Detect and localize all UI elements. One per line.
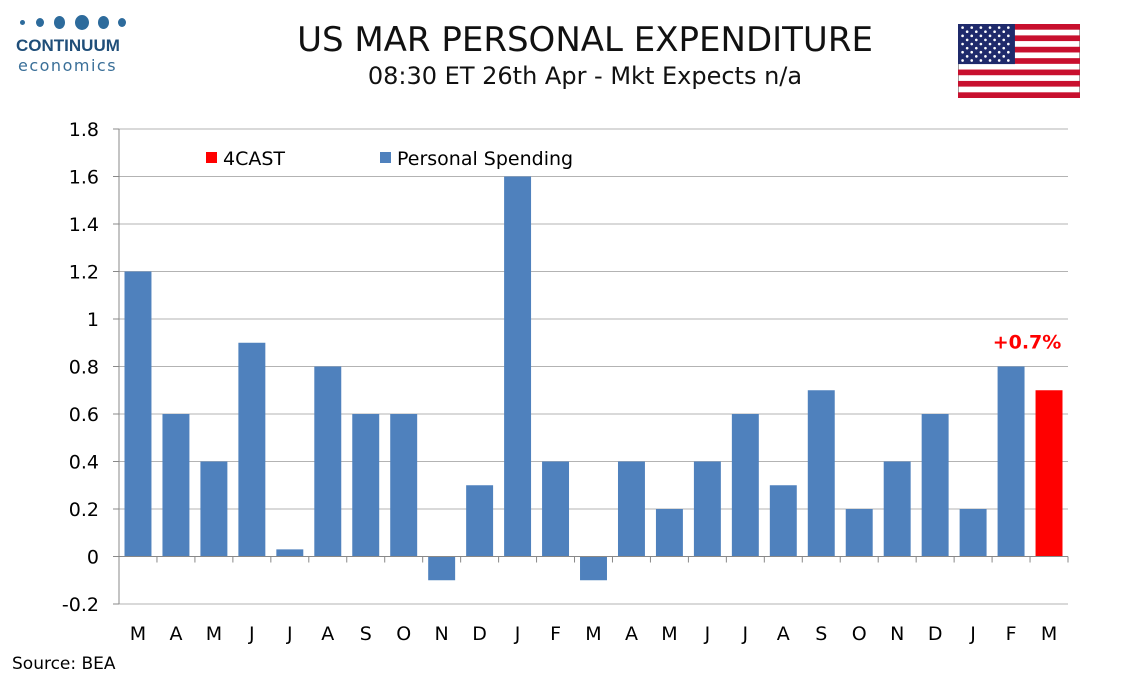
bar-personal-spending	[580, 556, 607, 581]
bar-personal-spending	[617, 461, 645, 557]
bar-personal-spending	[238, 342, 266, 557]
y-tick-label: 0	[87, 547, 99, 569]
x-tick-label: J	[742, 623, 749, 645]
bar-personal-spending	[845, 509, 873, 557]
y-tick-label: 0.4	[69, 452, 99, 474]
x-tick-label: D	[928, 623, 943, 645]
x-tick-label: F	[550, 623, 561, 645]
y-tick-label: 0.6	[69, 404, 99, 426]
x-tick-label: N	[435, 623, 449, 645]
x-tick-label: N	[890, 623, 904, 645]
x-tick-label: M	[585, 623, 601, 645]
bar-personal-spending	[959, 509, 987, 557]
y-tick-label: 1.2	[69, 262, 99, 284]
bar-personal-spending	[769, 485, 797, 557]
bar-personal-spending	[655, 509, 683, 557]
forecast-annotation: +0.7%	[993, 331, 1062, 353]
x-tick-label: M	[130, 623, 146, 645]
y-axis-ticks: 1.8 1.6 1.4 1.2 1 0.8 0.6 0.4 0.2 0 -0.2	[62, 119, 119, 616]
bar-4cast	[1035, 390, 1063, 557]
source-note: Source: BEA	[12, 654, 116, 674]
x-tick-label: A	[321, 623, 334, 645]
bar-personal-spending	[200, 461, 228, 557]
x-tick-label: A	[625, 623, 638, 645]
bars	[124, 176, 1063, 581]
bar-personal-spending	[921, 414, 949, 557]
x-tick-label: M	[1041, 623, 1057, 645]
bar-personal-spending	[162, 414, 190, 557]
bar-personal-spending	[390, 414, 418, 557]
bar-personal-spending	[352, 414, 380, 557]
us-flag-icon	[958, 24, 1080, 98]
x-tick-label: J	[514, 623, 521, 645]
y-tick-label: -0.2	[62, 594, 99, 616]
x-tick-label: J	[248, 623, 255, 645]
annotations: +0.7%	[993, 331, 1062, 353]
logo-name: CONTINUUM	[16, 36, 120, 55]
page-subtitle: 08:30 ET 26th Apr - Mkt Expects n/a	[367, 62, 803, 90]
axes	[118, 129, 1068, 604]
bar-personal-spending	[807, 390, 835, 557]
logo-dots-icon	[18, 14, 130, 32]
x-tick-label: M	[206, 623, 222, 645]
bar-personal-spending	[883, 461, 911, 557]
x-tick-label: J	[286, 623, 293, 645]
x-tick-label: J	[704, 623, 711, 645]
y-tick-label: 1.4	[69, 214, 99, 236]
bar-personal-spending	[276, 549, 304, 557]
bar-personal-spending	[314, 366, 342, 557]
x-tick-label: S	[360, 623, 372, 645]
bar-personal-spending	[124, 271, 152, 557]
legend-swatch-personal-spending	[380, 152, 391, 163]
bar-personal-spending	[693, 461, 721, 557]
legend: 4CAST Personal Spending	[206, 148, 573, 170]
continuum-logo: CONTINUUM economics	[14, 14, 134, 75]
x-tick-label: A	[777, 623, 790, 645]
x-tick-label: D	[472, 623, 487, 645]
bar-personal-spending	[731, 414, 759, 557]
x-tick-label: M	[661, 623, 677, 645]
y-tick-label: 0.8	[69, 357, 99, 379]
x-tick-label: S	[815, 623, 827, 645]
legend-swatch-4cast	[206, 152, 217, 163]
bar-personal-spending	[466, 485, 494, 557]
y-tick-label: 1	[87, 309, 99, 331]
x-tick-label: A	[169, 623, 182, 645]
x-tick-label: O	[396, 623, 411, 645]
bar-personal-spending	[504, 176, 532, 557]
legend-label-personal-spending: Personal Spending	[397, 148, 573, 170]
y-tick-label: 1.8	[69, 119, 99, 141]
y-tick-label: 1.6	[69, 167, 99, 189]
y-tick-label: 0.2	[69, 499, 99, 521]
x-tick-label: J	[969, 623, 976, 645]
x-tick-label: O	[852, 623, 867, 645]
bar-personal-spending	[542, 461, 570, 557]
x-tick-label: F	[1006, 623, 1017, 645]
page-title: US MAR PERSONAL EXPENDITURE	[297, 20, 873, 60]
bar-personal-spending	[997, 366, 1025, 557]
logo-sub: economics	[18, 56, 118, 75]
legend-label-4cast: 4CAST	[223, 148, 285, 170]
bar-personal-spending	[428, 556, 456, 581]
